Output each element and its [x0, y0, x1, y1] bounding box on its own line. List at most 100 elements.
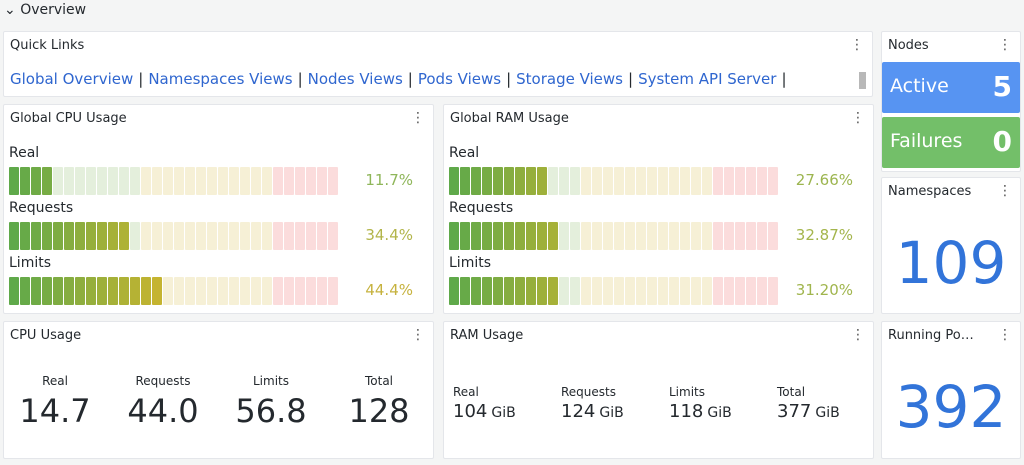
gauge-cell — [669, 277, 679, 305]
stat-value: 377 — [777, 401, 812, 422]
gauge-cell — [42, 167, 52, 195]
gauge-cell — [141, 277, 151, 305]
gauge-cell — [581, 277, 591, 305]
gauge-cell — [20, 277, 30, 305]
stat-label: Limits — [669, 385, 705, 399]
gauge-cell — [174, 222, 184, 250]
link[interactable]: System API Server — [638, 70, 777, 88]
gauge-cell — [328, 277, 338, 305]
link[interactable]: Storage Views — [516, 70, 623, 88]
gauge-cell — [53, 277, 63, 305]
panel-menu[interactable]: ⋮ — [998, 183, 1012, 199]
gauge-cell — [273, 222, 283, 250]
gauge-cell — [647, 222, 657, 250]
link[interactable]: Nodes Views — [307, 70, 403, 88]
gauge-cell — [53, 167, 63, 195]
gauge-cell — [163, 277, 173, 305]
gauge-cell — [20, 222, 30, 250]
gauge-cell — [625, 222, 635, 250]
separator: | — [781, 70, 787, 88]
link[interactable]: Global Overview — [10, 70, 134, 88]
gauge-cell — [548, 222, 558, 250]
gauge-cell — [64, 277, 74, 305]
big-value: 392 — [895, 373, 1007, 441]
gauge-value: 31.20% — [795, 281, 853, 299]
section-header[interactable]: ⌄ Overview — [4, 2, 87, 18]
gauge-cell — [20, 167, 30, 195]
gauge-cell — [31, 222, 41, 250]
gauge-cell — [75, 167, 85, 195]
stat-row: 124 GiB — [561, 401, 624, 422]
stat-value: 44.0 — [127, 392, 199, 430]
gauge-cell — [97, 167, 107, 195]
stat-tile: Active 5 — [882, 62, 1020, 113]
gauge-cell — [735, 222, 745, 250]
gauge-cell — [75, 222, 85, 250]
stat-value: 104 — [453, 401, 488, 422]
gauge-value: 34.4% — [365, 226, 413, 244]
panel-menu[interactable]: ⋮ — [998, 37, 1012, 53]
gauge-cell — [735, 277, 745, 305]
gauge-cell — [526, 222, 536, 250]
gauge-cell — [471, 277, 481, 305]
gauge-cell — [757, 167, 767, 195]
gauge-cell — [306, 222, 316, 250]
gauge-cell — [273, 167, 283, 195]
gauge-cell — [658, 277, 668, 305]
gauge-cell — [262, 222, 272, 250]
gauge-value: 27.66% — [795, 171, 853, 189]
stat-value: 14.7 — [19, 392, 91, 430]
gauge-cell — [614, 167, 624, 195]
gauge-cell — [691, 167, 701, 195]
gauge-cell — [680, 222, 690, 250]
panel-menu[interactable]: ⋮ — [850, 37, 864, 53]
gauge-cell — [680, 167, 690, 195]
gauge-cell — [218, 277, 228, 305]
panel-menu[interactable]: ⋮ — [851, 110, 865, 126]
gauge-cell — [702, 277, 712, 305]
gauge-cell — [42, 277, 52, 305]
gauge-cell — [724, 167, 734, 195]
gauge-cell — [108, 277, 118, 305]
gauge-cell — [42, 222, 52, 250]
gauge-cell — [97, 222, 107, 250]
gauge-cell — [262, 277, 272, 305]
gauge-cell — [460, 277, 470, 305]
gauge-cell — [669, 222, 679, 250]
gauge-cell — [207, 222, 217, 250]
gauge-cell — [229, 167, 239, 195]
stat-row: 118 GiB — [669, 401, 732, 422]
stat-label: Total — [364, 374, 394, 388]
panel: Global RAM Usage ⋮ Real 27.66% Requests 32.87… — [443, 104, 874, 314]
gauge-cell — [86, 167, 96, 195]
separator: | — [628, 70, 634, 88]
panel-menu[interactable]: ⋮ — [998, 327, 1012, 343]
gauge-cell — [130, 167, 140, 195]
stat-label: Total — [777, 385, 806, 399]
link[interactable]: Pods Views — [417, 70, 502, 88]
link[interactable]: Namespaces Views — [148, 70, 293, 88]
tile-value: 5 — [992, 70, 1012, 103]
gauge-value: 32.87% — [795, 226, 853, 244]
big-value: 109 — [895, 228, 1007, 297]
gauge-cell — [152, 277, 162, 305]
gauge-cell — [471, 222, 481, 250]
gauge-cell — [163, 167, 173, 195]
panel: Global CPU Usage ⋮ Real 11.7% Requests 34.4% L… — [3, 104, 434, 314]
gauge-cell — [680, 277, 690, 305]
gauge-cell — [614, 222, 624, 250]
panel: RAM Usage ⋮ Real 104 GiB Requests 124 GiB Limits… — [443, 321, 874, 459]
panel-menu[interactable]: ⋮ — [851, 327, 865, 343]
panel-menu[interactable]: ⋮ — [411, 110, 425, 126]
gauge-cell — [636, 277, 646, 305]
gauge-cell — [196, 277, 206, 305]
panel-menu[interactable]: ⋮ — [411, 327, 425, 343]
gauge-cell — [262, 167, 272, 195]
gauge-cell — [647, 167, 657, 195]
gauge-cell — [196, 222, 206, 250]
gauge-cell — [141, 167, 151, 195]
gauge-cell — [702, 167, 712, 195]
stat-label: Real — [453, 385, 479, 399]
panel-title: Namespaces — [888, 184, 972, 199]
